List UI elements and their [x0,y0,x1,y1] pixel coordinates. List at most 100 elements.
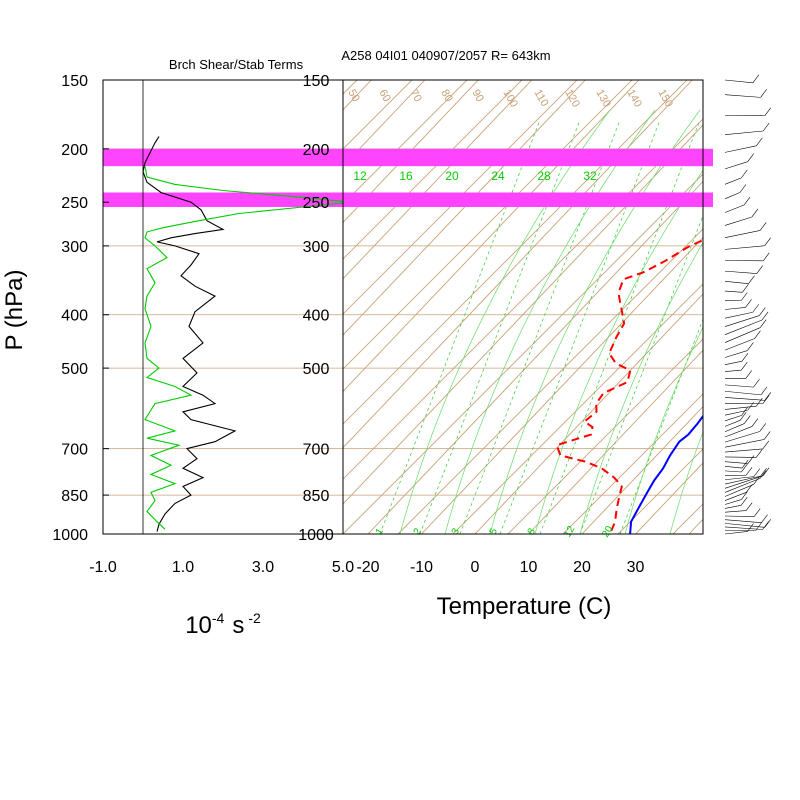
moist-adiabat-line [534,169,703,534]
wind-barb-feather [743,196,751,206]
isotherm-line [474,293,703,534]
left-pressure-tick-label: 1000 [52,527,88,544]
wind-barb-feather [747,523,754,532]
isotherm-top-label: 150 [655,88,675,110]
isotherm-top-label: 70 [407,88,424,105]
isotherm-line [343,80,479,224]
pressure-axis-label: P (hPa) [1,270,28,351]
wind-barb-feather [762,440,770,450]
wind-barb-feather [745,299,752,308]
wind-barb-feather [764,107,772,116]
units-exp: -4 [212,610,225,626]
temperature-tick-label: -10 [410,559,433,576]
stability-line [144,166,352,530]
wind-barb [724,245,765,250]
isotherm-line [0,80,264,534]
wind-barb [724,519,762,524]
mixing-ratio-line [379,119,541,534]
highlight-band [103,148,343,167]
wind-barb-feather [756,398,763,407]
skewt-pressure-tick-label: 700 [303,442,330,459]
wind-barb [724,338,755,351]
wind-barb [724,216,753,226]
dry-adiabat-line [343,173,703,534]
wind-barb-feather [759,222,767,231]
skewt-plot-area: 50 60 70 80 90 100 110 120 130 140 150 [0,14,800,534]
wind-barb [724,475,764,489]
left-pressure-tick-label: 150 [61,73,88,90]
wind-barb [724,504,742,509]
wind-barb [724,420,741,427]
dry-adiabat-line [507,338,703,534]
wind-barb [724,470,742,473]
dry-adiabat-line [562,393,703,534]
wind-barb-feather [740,361,748,371]
left-x-tick-label: -1.0 [89,559,117,576]
wind-barb-feather [756,265,763,274]
wind-barb-feather [756,449,763,458]
skewt-pressure-tick-label: 150 [303,73,330,90]
wind-barb [724,290,743,293]
left-units-label: 10-4 s -2 [185,610,261,639]
dry-adiabat-line [343,80,413,150]
wind-barb-feather [762,467,770,477]
moist-adiabat-line [669,431,703,534]
isotherm-line [421,237,703,534]
wind-barb-feather [754,330,761,339]
wind-barb [724,204,745,213]
wind-barb [724,319,763,335]
temperature-tick-label: 0 [471,559,480,576]
mixing-ratio-line [539,119,701,534]
moist-adiabat-line [399,109,611,534]
mixing-ratio-label-lower: 8 [526,526,539,537]
wind-barb [724,161,748,170]
wind-barb [724,478,761,493]
wind-barb [724,405,757,410]
units-unit: s [232,612,244,639]
wind-barb [724,499,742,505]
isotherm-line [0,80,318,534]
mixing-ratio-label-lower: 3 [450,526,463,537]
wind-barb [724,523,765,528]
isotherm-line [635,462,703,534]
mixing-ratio-label-upper: 32 [583,169,597,183]
mixing-ratio-label-lower: 2 [412,526,425,537]
wind-barb-feather [740,497,748,506]
wind-barb [724,431,760,443]
wind-barb [724,307,746,310]
dry-adiabat-line [343,118,703,480]
skewt-pressure-tick-label: 1000 [298,527,334,544]
wind-barb [724,192,741,200]
wind-barb [724,390,762,396]
wind-barb [724,327,761,343]
wind-barb-feather [741,292,748,301]
wind-barb [724,384,754,388]
wind-barb-feather [759,307,766,316]
left-pressure-tick-label: 500 [61,361,88,378]
isotherm-line [581,405,703,534]
temperature-tick-label: 30 [627,559,645,576]
dry-adiabat-line [452,283,703,534]
wind-barb-feather [755,522,763,531]
wind-barb [724,311,753,319]
dry-adiabat-line [783,14,800,534]
dewpoint-profile [555,239,703,532]
wind-barb [724,510,747,513]
wind-barb [724,177,742,185]
isotherm-top-label: 90 [469,88,486,105]
wind-barb [724,426,752,438]
wind-barb [724,130,764,135]
wind-barb-feather [747,342,754,351]
wind-barb-feather [759,470,767,479]
wind-barb-feather [760,467,767,477]
temperature-tick-label: -20 [356,559,379,576]
left-pressure-tick-label: 250 [61,195,88,212]
wind-barb-feather [745,370,752,379]
left-pressure-tick-label: 850 [61,488,88,505]
skewt-pressure-tick-label: 500 [303,361,330,378]
wind-barb-feather [745,502,753,511]
wind-barb-feather [764,519,772,528]
left-pressure-tick-label: 400 [61,308,88,325]
